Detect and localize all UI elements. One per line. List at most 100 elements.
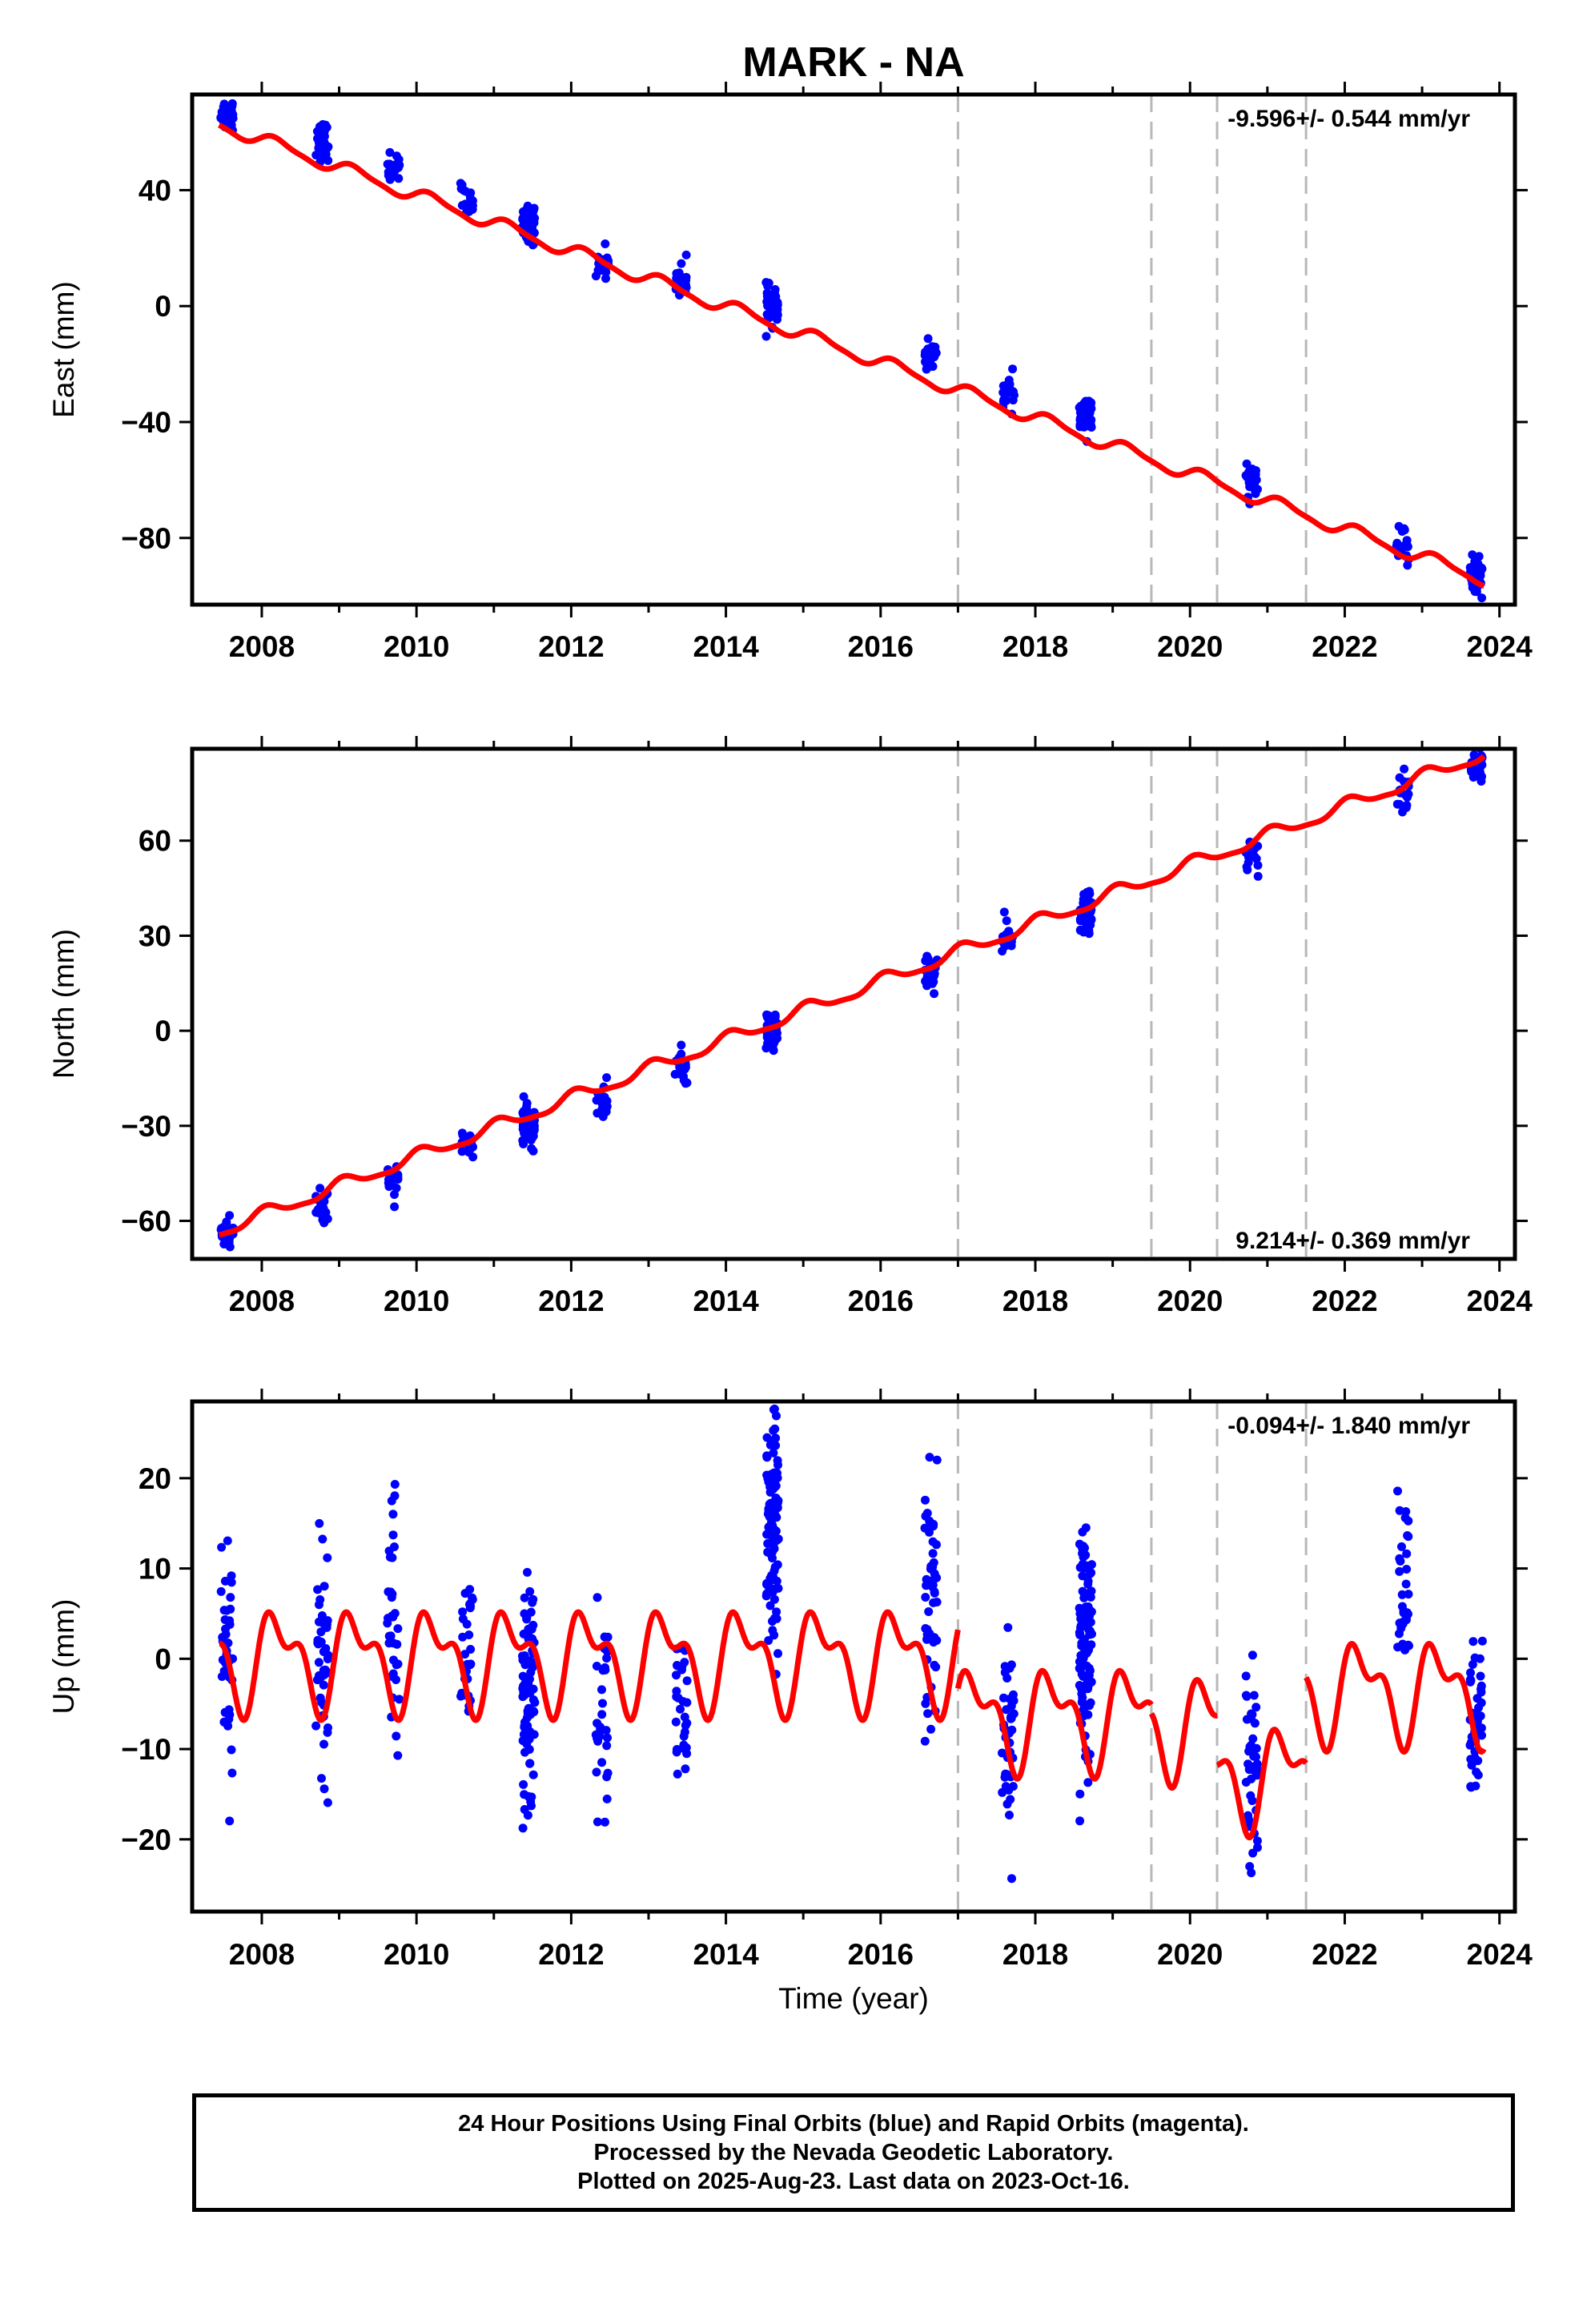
y-tick-label: 20 [139,1462,171,1495]
data-point [1247,472,1256,481]
data-point [520,1747,529,1757]
data-point [679,1743,689,1753]
data-point [1249,1751,1259,1761]
x-axis-title: Time (year) [778,1982,929,2015]
data-point [681,250,691,259]
data-point [524,1630,532,1639]
data-point [680,1727,689,1737]
data-point [1404,1590,1413,1599]
panel-up: 2008 2010 2012 2014 2016 2018 2020 2022 20242010… [47,1389,1533,1971]
data-point [1475,1654,1485,1663]
data-point [766,1586,776,1596]
data-point [1008,364,1018,374]
data-point [601,274,610,283]
rate-annotation: 9.214+/- 0.369 mm/yr [1235,1228,1470,1254]
data-point [930,1587,939,1597]
data-point [1002,1674,1012,1683]
y-tick-label: 30 [139,919,171,952]
data-points-up [216,1404,1487,1921]
model-fit-line [217,122,1486,589]
data-point [522,1099,532,1108]
data-point [1245,1862,1255,1872]
data-point [1477,593,1487,603]
data-point [999,907,1009,917]
x-tick-label: 2010 [384,1285,449,1317]
data-point [388,1510,398,1519]
data-point [316,1672,326,1682]
rate-annotation: -0.094+/- 1.840 mm/yr [1227,1413,1470,1439]
data-point [921,956,930,966]
data-point [1075,915,1085,924]
rate-annotation: -9.596+/- 0.544 mm/yr [1227,106,1470,132]
x-tick-label: 2010 [384,630,449,663]
data-point [1393,1642,1403,1652]
data-point [1078,1559,1087,1569]
data-point [1077,1670,1087,1679]
y-tick-label: 0 [155,1015,171,1047]
data-point [1079,899,1088,908]
panel-east: 2008 2010 2012 2014 2016 2018 2020 2022 2024 40 0 −… [47,82,1533,663]
data-point [1086,1569,1095,1578]
data-point [1003,1622,1013,1632]
data-point [1472,1694,1482,1703]
data-point [1078,1571,1087,1581]
plot-frame [190,746,1517,1261]
data-point [1080,404,1090,413]
data-point [769,288,779,298]
x-tick-label: 2024 [1467,630,1533,663]
data-point [520,1790,529,1799]
data-point [1468,1637,1478,1647]
y-axis-title: East (mm) [47,281,80,418]
data-point [217,1542,227,1552]
data-point [1476,1671,1485,1681]
data-point [1005,380,1014,389]
data-point [603,1768,613,1778]
data-point [388,1611,397,1621]
data-point [770,1510,780,1520]
data-point [313,1585,323,1594]
data-point [1403,1531,1412,1540]
data-point [773,1649,782,1659]
data-point [921,1511,930,1521]
data-point [465,1585,475,1594]
data-point [1078,1696,1087,1706]
data-point [1241,1671,1251,1681]
data-point [677,1040,686,1050]
data-point [682,1719,692,1728]
data-point [220,1707,230,1717]
data-point [1395,1554,1404,1563]
data-point [592,1767,601,1777]
data-point [1247,1651,1257,1660]
data-point [1403,793,1412,802]
data-point [227,113,236,123]
data-point [385,147,395,157]
data-point [1249,1912,1258,1921]
model-fit-line [217,1609,1487,1841]
data-point [593,1817,602,1827]
data-point [1471,1781,1480,1791]
data-points-east [216,99,1487,603]
data-point [769,1448,778,1458]
data-point [227,1578,236,1587]
x-tick-label: 2022 [1312,1938,1377,1971]
data-point [1076,1662,1085,1671]
data-point [769,1425,778,1435]
data-point [924,1607,934,1616]
data-point [1009,1690,1018,1699]
data-point [1399,526,1408,535]
data-point [677,1049,686,1059]
data-point [602,1096,612,1106]
x-tick-label: 2020 [1157,1938,1223,1971]
y-axis-title: Up (mm) [47,1599,80,1715]
x-tick-label: 2018 [1002,630,1068,663]
data-point [1087,398,1096,408]
data-point [385,170,395,179]
data-point [223,1721,233,1731]
data-point [595,1731,605,1741]
y-tick-label: 0 [155,290,171,323]
data-point [323,1653,332,1663]
data-point [1392,799,1402,809]
data-point [920,1523,930,1533]
y-tick-label: −10 [121,1733,171,1766]
data-point [1242,459,1251,468]
